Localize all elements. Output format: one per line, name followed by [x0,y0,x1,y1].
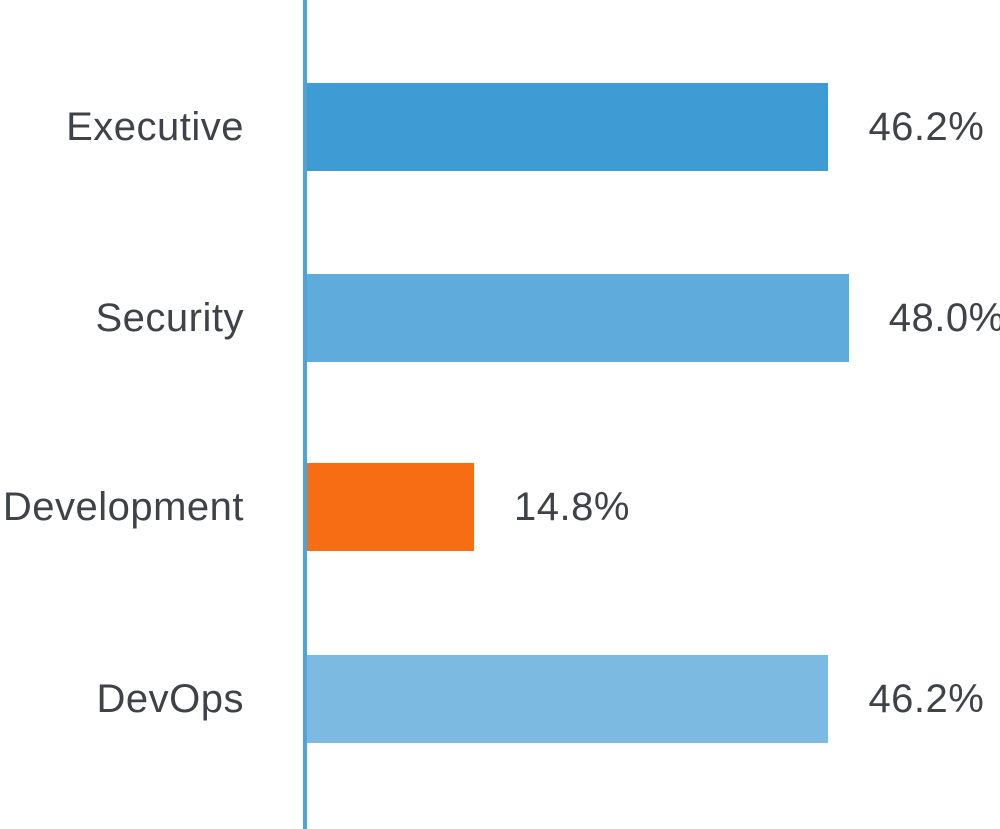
category-label: Executive [66,104,244,149]
value-label: 46.2% [868,676,985,721]
chart-row-security: Security 48.0% [0,274,1000,362]
bar-development [307,463,475,551]
category-label: DevOps [96,676,244,721]
bar-executive [307,83,829,171]
chart-row-devops: DevOps 46.2% [0,655,1000,743]
value-label: 46.2% [868,104,985,149]
chart-row-executive: Executive 46.2% [0,83,1000,171]
bar-devops [307,655,829,743]
category-label: Security [95,295,244,340]
chart-row-development: Development 14.8% [0,463,1000,551]
y-axis-line [303,0,307,829]
bar-security [307,274,849,362]
value-label: 48.0% [888,295,1000,340]
value-label: 14.8% [514,484,630,529]
category-label: Development [2,484,244,529]
